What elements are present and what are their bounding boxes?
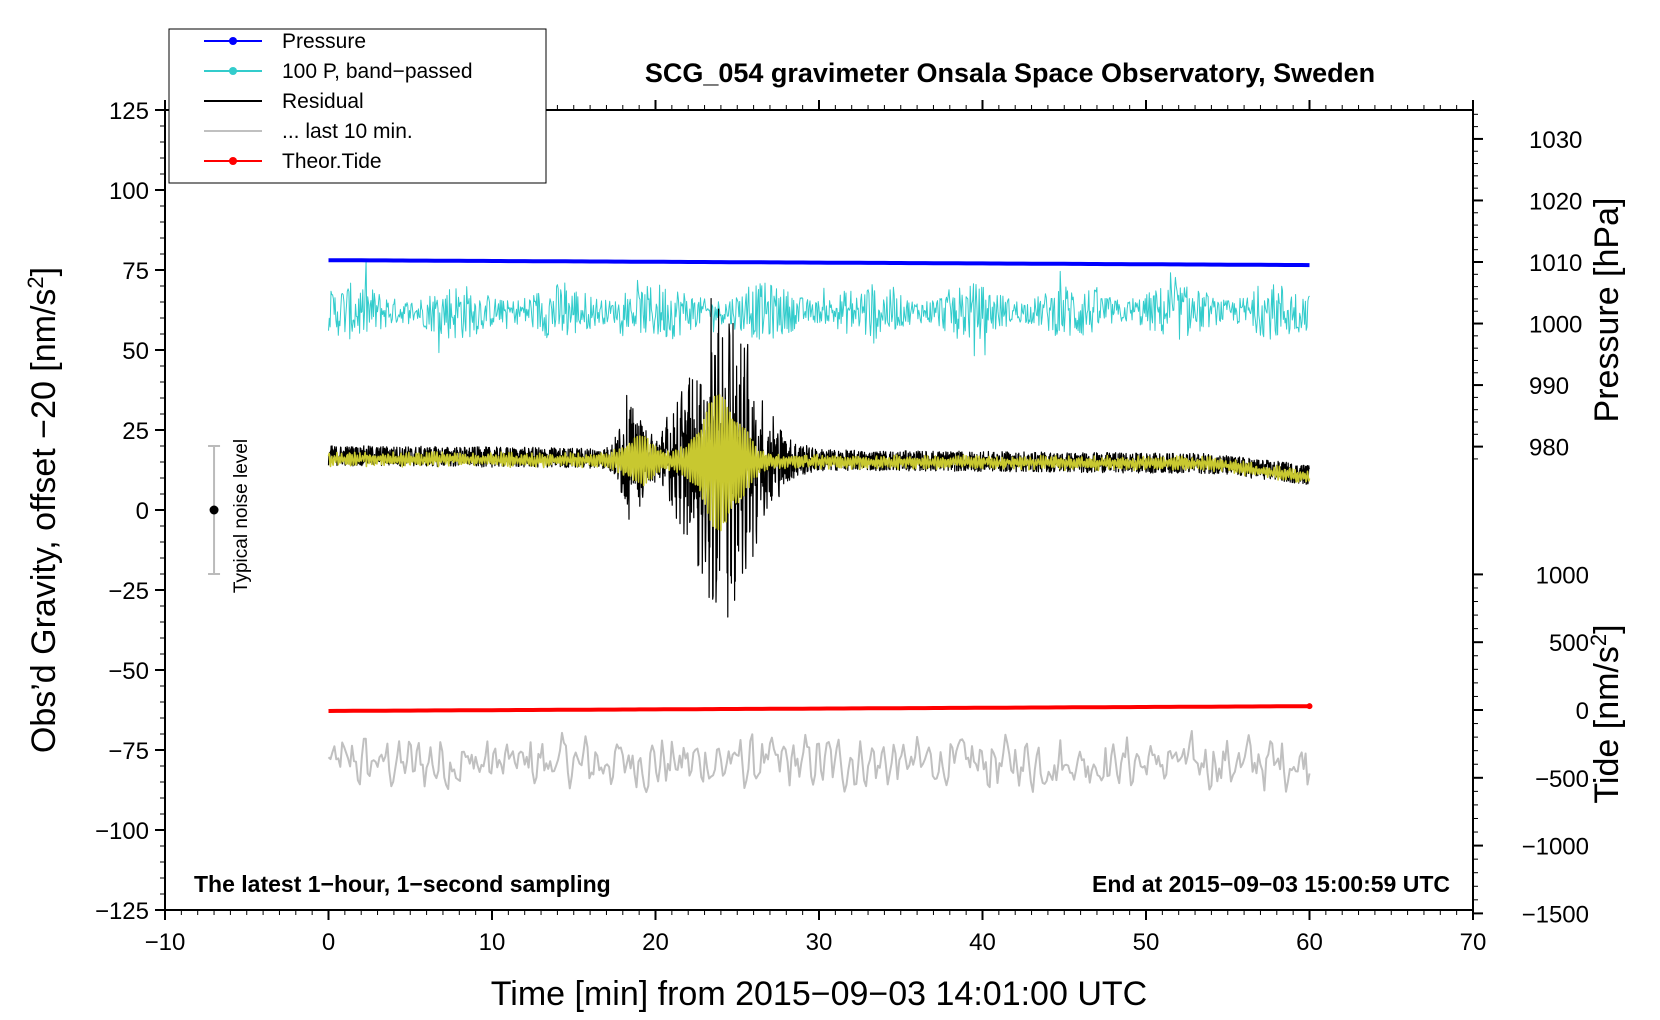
y-tide-tick-label: 500 [1549, 630, 1589, 657]
y-tide-tick-label: 0 [1576, 698, 1589, 725]
x-tick-label: −10 [145, 929, 186, 956]
y-tide-tick-label: −1500 [1522, 901, 1589, 928]
x-tick-label: 30 [806, 929, 833, 956]
tick-labels: −10 0 10 20 30 40 50 60 70−125−100−75−50−2502550… [95, 98, 1589, 956]
axis-ticks [155, 100, 1483, 920]
x-tick-label: 40 [969, 929, 996, 956]
x-tick-label: 70 [1460, 929, 1487, 956]
sampling-annotation: The latest 1−hour, 1−second sampling [194, 871, 611, 897]
residual-smoothed-line [327, 394, 1311, 532]
legend-label: ... last 10 min. [282, 120, 413, 143]
pressure-line [328, 258, 1310, 268]
x-tick-label: 60 [1296, 929, 1323, 956]
y-pressure-tick-label: 980 [1529, 435, 1569, 462]
noise-center-dot [209, 505, 219, 515]
legend-label: Residual [282, 90, 364, 113]
y-left-tick-label: −125 [95, 898, 149, 925]
y-left-tick-label: −25 [108, 578, 149, 605]
y-tide-tick-label: −500 [1535, 766, 1589, 793]
y-pressure-tick-label: 1000 [1529, 312, 1582, 339]
theoretical-tide-line [328, 704, 1310, 713]
legend-label: Pressure [282, 30, 366, 53]
y-left-axis-title: Obs’d Gravity, offset −20 [nm/s2] [23, 267, 63, 753]
last-10-min-line [327, 730, 1311, 794]
legend-label: Theor.Tide [282, 150, 382, 173]
residual-line [327, 298, 1310, 618]
noise-level-indicator [208, 445, 221, 575]
y-left-tick-label: 50 [122, 338, 149, 365]
y-left-tick-label: 125 [109, 98, 149, 125]
x-tick-label: 20 [642, 929, 669, 956]
noise-level-label: Typical noise level [231, 439, 252, 593]
chart-title: SCG_054 gravimeter Onsala Space Observat… [645, 58, 1375, 88]
x-tick-label: 50 [1133, 929, 1160, 956]
y-pressure-tick-label: 1030 [1529, 127, 1582, 154]
y-left-tick-label: 100 [109, 178, 149, 205]
y-left-tick-label: −75 [108, 738, 149, 765]
y-left-tick-label: 25 [122, 418, 149, 445]
y-left-tick-label: −100 [95, 818, 149, 845]
plot-frame [164, 109, 1474, 911]
legend-swatch-marker [229, 37, 237, 45]
legend-label: 100 P, band−passed [282, 60, 473, 83]
y-left-tick-label: 0 [136, 498, 149, 525]
y-pressure-tick-label: 1010 [1529, 250, 1582, 277]
series-layer [327, 258, 1313, 794]
y-left-tick-label: 75 [122, 258, 149, 285]
legend: Pressure 100 P, band−passed Residual ... la… [168, 28, 547, 184]
y-right-tide-axis-title: Tide [nm/s2] [1586, 624, 1626, 803]
end-time-annotation: End at 2015−09−03 15:00:59 UTC [1092, 871, 1450, 897]
y-tide-tick-label: 1000 [1536, 562, 1589, 589]
tide-end-marker [1306, 703, 1313, 710]
y-pressure-tick-label: 990 [1529, 373, 1569, 400]
y-pressure-tick-label: 1020 [1529, 188, 1582, 215]
legend-swatch-marker [229, 67, 237, 75]
band-passed-pressure-line [328, 259, 1310, 357]
y-tide-tick-label: −1000 [1522, 834, 1589, 861]
y-right-pressure-axis-title: Pressure [hPa] [1588, 198, 1626, 423]
x-tick-label: 0 [322, 929, 335, 956]
legend-swatch-marker [229, 157, 237, 165]
x-tick-label: 10 [479, 929, 506, 956]
y-left-tick-label: −50 [108, 658, 149, 685]
x-axis-title: Time [min] from 2015−09−03 14:01:00 UTC [491, 975, 1147, 1013]
